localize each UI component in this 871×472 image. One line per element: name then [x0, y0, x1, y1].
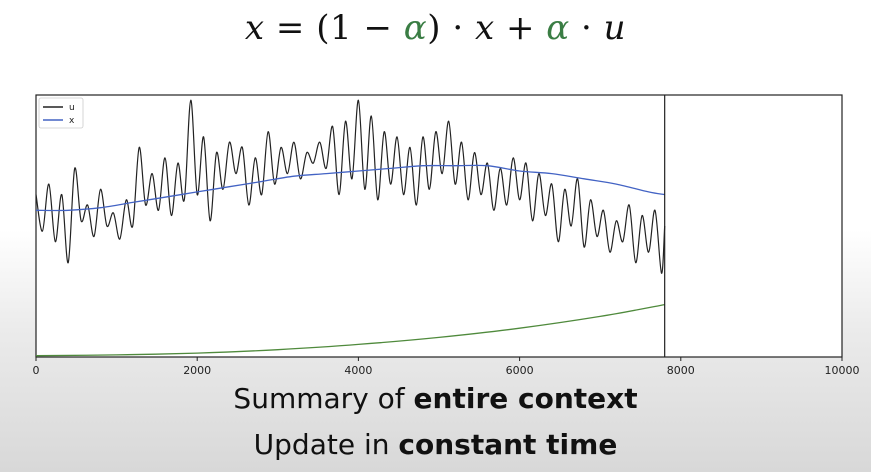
- formula-alpha-1: α: [403, 8, 428, 48]
- plot-area: [35, 94, 843, 358]
- series-alpha-weight-line: [35, 303, 665, 357]
- formula-dot-2: ·: [581, 8, 593, 48]
- series-x-line: [35, 164, 665, 212]
- x-tick-label: 8000: [667, 364, 695, 377]
- x-tick-label: 0: [33, 364, 40, 377]
- x-tick-label: 4000: [344, 364, 372, 377]
- x-tick-label: 2000: [183, 364, 211, 377]
- x-tick-label: 10000: [825, 364, 860, 377]
- caption-summary-bold: entire context: [413, 382, 638, 415]
- x-tick-label: 6000: [506, 364, 534, 377]
- caption-summary: Summary of entire context: [0, 382, 871, 415]
- legend-label-u: u: [69, 103, 75, 113]
- legend-label-x: x: [69, 116, 75, 126]
- formula-paren-open: (1: [316, 8, 353, 48]
- legend-box: [38, 97, 84, 129]
- formula-x-lhs: x: [244, 8, 265, 48]
- caption-update: Update in constant time: [0, 428, 871, 461]
- caption-update-prefix: Update in: [253, 428, 399, 461]
- formula-dot-1: ·: [452, 8, 464, 48]
- caption-summary-prefix: Summary of: [233, 382, 414, 415]
- formula-minus: −: [363, 8, 393, 48]
- formula-paren-close: ): [427, 8, 441, 48]
- formula-x-rhs: x: [474, 8, 495, 48]
- formula-plus: +: [505, 8, 535, 48]
- caption-update-bold: constant time: [398, 428, 618, 461]
- formula-equals: =: [275, 8, 305, 48]
- series-u-line: [35, 99, 666, 274]
- update-formula: x = (1 − α) · x + α · u: [0, 8, 871, 48]
- formula-u: u: [603, 8, 627, 48]
- formula-alpha-2: α: [546, 8, 570, 48]
